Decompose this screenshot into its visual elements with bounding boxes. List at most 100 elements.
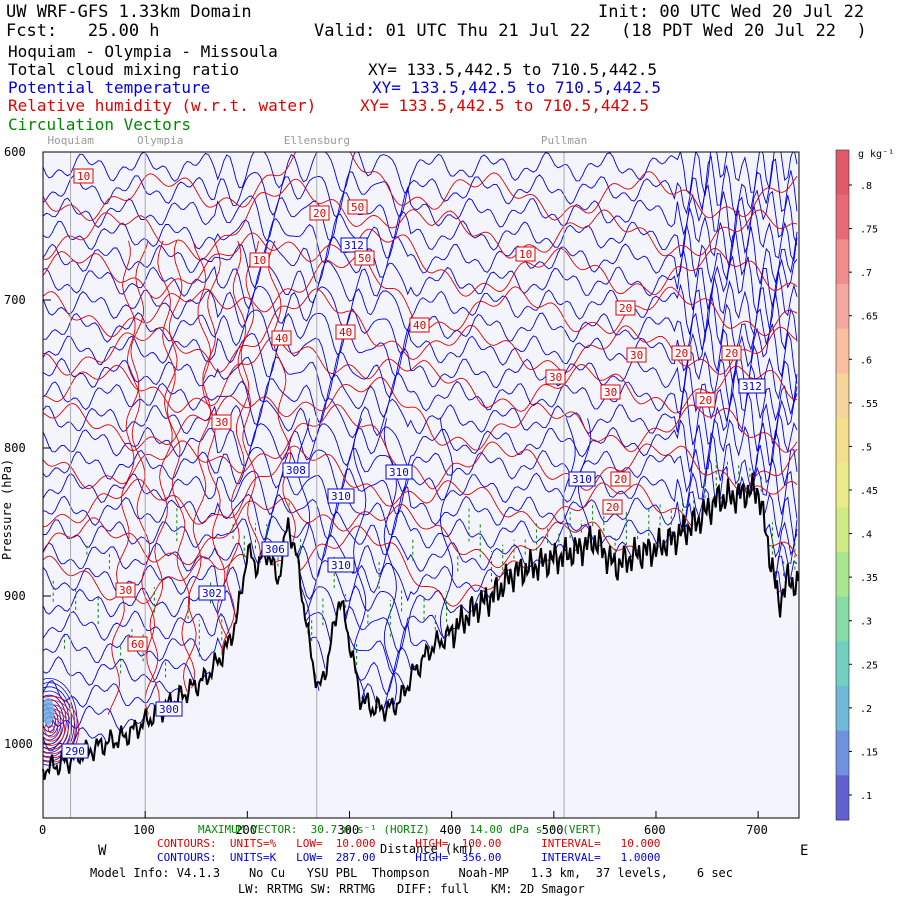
color-scale-tick: .4 xyxy=(860,530,872,541)
rh-contour-label: 50 xyxy=(347,199,368,215)
theta-contour xyxy=(353,418,367,745)
theta-contour xyxy=(43,250,798,315)
rh-contour-label: 30 xyxy=(545,369,566,385)
theta-contour-label-box xyxy=(738,378,766,394)
color-scale-tick: .6 xyxy=(860,355,872,366)
theta-contour xyxy=(43,271,798,337)
rh-contour-label-box xyxy=(127,636,148,652)
rh-contour-label: 30 xyxy=(626,347,647,363)
color-scale-tick: .15 xyxy=(860,747,878,758)
rh-contour-label-box xyxy=(347,199,368,215)
rh-contour-label-text: 10 xyxy=(77,170,90,183)
theta-contour-label: 308 xyxy=(282,462,310,478)
rh-contour xyxy=(43,336,798,414)
rh-contour-label-box xyxy=(602,499,623,515)
y-tick-label: 1000 xyxy=(4,737,33,751)
color-scale-tick: .7 xyxy=(860,268,872,279)
rh-contour xyxy=(43,445,798,530)
terrain-line xyxy=(42,472,800,780)
theta-contour-label-text: 310 xyxy=(389,466,409,479)
theta-contour-label-text: 312 xyxy=(742,380,762,393)
x-axis-label: Distance (km) xyxy=(380,842,474,856)
rh-contour-label: 20 xyxy=(602,499,623,515)
field-potential-temperature-xy: XY= 133.5,442.5 to 710.5,442.5 xyxy=(372,78,661,97)
theta-contour-label-text: 310 xyxy=(331,490,351,503)
rh-contour xyxy=(183,240,221,715)
rh-contour-label-box xyxy=(409,317,430,333)
rh-contour-label-text: 20 xyxy=(619,302,632,315)
rh-contour-label: 40 xyxy=(271,330,292,346)
color-scale-segment xyxy=(836,730,849,776)
color-scale-tick: .1 xyxy=(860,791,872,802)
rh-contour-label: 10 xyxy=(73,168,94,184)
color-scale-tick: .75 xyxy=(860,225,878,236)
field-cloud-mixing-xy: XY= 133.5,442.5 to 710.5,442.5 xyxy=(368,60,657,79)
rh-contour xyxy=(43,404,798,492)
theta-contour-label-text: 306 xyxy=(265,543,285,556)
rh-contour-label-text: 50 xyxy=(358,252,371,265)
color-scale-tick: .65 xyxy=(860,312,878,323)
rh-contour-label-text: 30 xyxy=(604,386,617,399)
theta-contour-label-box xyxy=(198,585,226,601)
route-label: Hoquiam - Olympia - Missoula xyxy=(8,42,278,61)
theta-contour xyxy=(43,411,798,476)
rh-contour-label-box xyxy=(335,324,356,340)
x-tick-label: 600 xyxy=(644,823,666,837)
theta-contour xyxy=(43,205,798,268)
theta-contour-label: 310 xyxy=(385,464,413,480)
color-scale-segment xyxy=(836,775,849,821)
theta-contour xyxy=(43,686,73,758)
theta-contour xyxy=(43,224,798,289)
theta-contour-label: 310 xyxy=(327,488,355,504)
rh-contour-label-text: 20 xyxy=(606,501,619,514)
plot-frame xyxy=(42,151,800,819)
rh-contour xyxy=(219,240,260,715)
color-scale-tick: .55 xyxy=(860,399,878,410)
rh-contour xyxy=(47,725,55,734)
rh-contour-label-text: 50 xyxy=(351,201,364,214)
color-scale-tick: .35 xyxy=(860,573,878,584)
physics-info: LW: RRTMG SW: RRTMG DIFF: full KM: 2D Sm… xyxy=(238,882,585,896)
theta-contour-label-text: 308 xyxy=(286,464,306,477)
y-tick-label: 700 xyxy=(4,293,26,307)
x-tick-label: 300 xyxy=(337,823,359,837)
theta-contour-label-text: 300 xyxy=(159,703,179,716)
theta-contour xyxy=(43,363,798,426)
rh-contour-label-text: 20 xyxy=(675,347,688,360)
cloud-water-blob xyxy=(43,697,55,726)
rh-contour-label-text: 10 xyxy=(253,254,266,267)
valid-time: Valid: 01 UTC Thu 21 Jul 22 (18 PDT Wed … xyxy=(314,21,867,41)
field-relative-humidity: Relative humidity (w.r.t. water) xyxy=(8,96,317,115)
color-scale-segment xyxy=(836,552,849,598)
location-label: Pullman xyxy=(541,134,587,147)
theta-contour-label: 310 xyxy=(568,471,596,487)
color-scale-segment xyxy=(836,686,849,732)
field-relative-humidity-xy: XY= 133.5,442.5 to 710.5,442.5 xyxy=(360,96,649,115)
rh-contour-label-text: 40 xyxy=(413,319,426,332)
rh-contour-label-box xyxy=(115,582,136,598)
theta-contour-label-box xyxy=(261,541,289,557)
color-scale-tick: .2 xyxy=(860,704,872,715)
east-label: E xyxy=(800,843,808,859)
theta-contour-label-box xyxy=(568,471,596,487)
y-tick-label: 900 xyxy=(4,589,26,603)
theta-contour-label-text: 312 xyxy=(344,239,364,252)
rh-contour-label: 10 xyxy=(249,252,270,268)
y-tick-label: 600 xyxy=(4,145,26,159)
rh-contour-label-box xyxy=(211,414,232,430)
theta-contour xyxy=(43,690,70,753)
rh-contour-label-box xyxy=(545,369,566,385)
color-scale-tick: .5 xyxy=(860,442,872,453)
x-tick-label: 100 xyxy=(133,823,155,837)
rh-contour-label: 10 xyxy=(515,246,536,262)
rh-contour xyxy=(144,240,183,715)
theta-contour-label-text: 290 xyxy=(65,745,85,758)
color-scale-segment xyxy=(836,284,849,330)
x-tick-label: 500 xyxy=(542,823,564,837)
rh-contour xyxy=(43,288,798,376)
theta-contour xyxy=(43,694,67,749)
theta-contour-label: 290 xyxy=(61,743,89,759)
y-axis-label: Pressure (hPa) xyxy=(0,459,14,560)
theta-contour xyxy=(43,429,798,493)
